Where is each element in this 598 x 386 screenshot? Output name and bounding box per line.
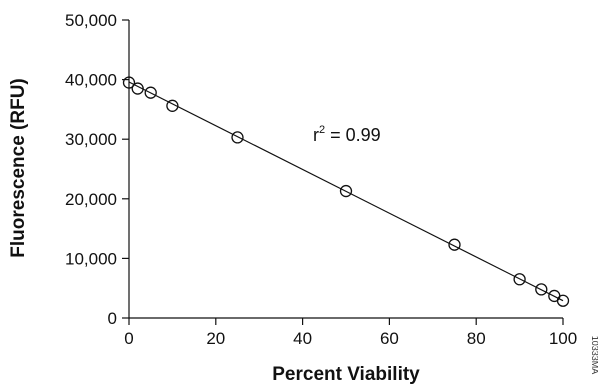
y-axis-title: Fluorescence (RFU) [8, 78, 29, 257]
data-point [448, 238, 461, 251]
x-tick-label: 100 [549, 329, 577, 348]
x-tick-label: 0 [124, 329, 133, 348]
data-point [339, 184, 353, 198]
data-point [166, 99, 179, 112]
data-point [231, 131, 244, 144]
y-tick-label: 0 [108, 309, 117, 328]
data-point [535, 283, 548, 296]
data-point [513, 273, 526, 286]
fit-line-layer [128, 81, 564, 302]
x-tick-label: 20 [206, 329, 225, 348]
y-tick-label: 20,000 [65, 190, 117, 209]
data-point [131, 82, 144, 95]
r-squared-annotation: r2 = 0.99 [313, 124, 381, 145]
x-axis-title: Percent Viability [272, 364, 420, 385]
data-points [122, 76, 570, 307]
y-tick-label: 50,000 [65, 11, 117, 30]
y-tick-label: 40,000 [65, 71, 117, 90]
y-tick-label: 30,000 [65, 130, 117, 149]
x-tick-label: 60 [380, 329, 399, 348]
data-point [122, 76, 136, 89]
data-point [556, 294, 570, 307]
x-tick-label: 80 [467, 329, 486, 348]
y-axis: 0 10,000 20,000 30,000 40,000 50,000 [65, 11, 130, 328]
figure-code: 10333MA [590, 336, 598, 375]
x-tick-label: 40 [293, 329, 312, 348]
data-point [144, 86, 157, 99]
x-axis: 0 20 40 60 80 100 [124, 317, 577, 348]
regression-line [128, 81, 564, 302]
y-tick-label: 10,000 [65, 249, 117, 268]
